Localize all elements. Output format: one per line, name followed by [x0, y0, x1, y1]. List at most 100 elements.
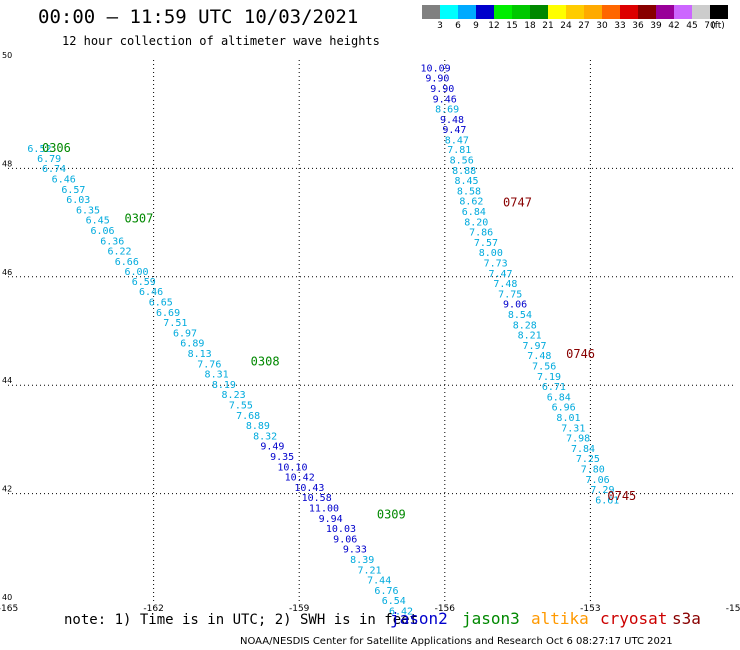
wave-height-point: 7.47	[488, 269, 512, 280]
satellite-name-s3a: s3a	[672, 609, 701, 628]
wave-height-point: 10.58	[302, 493, 332, 504]
wave-height-point: 6.74	[42, 164, 66, 175]
wave-height-point: 7.84	[571, 444, 595, 455]
wave-height-point: 6.35	[76, 205, 100, 216]
wave-height-point: 8.13	[188, 349, 212, 360]
wave-height-point: 6.52	[27, 144, 51, 155]
wave-height-point: 7.48	[493, 279, 517, 290]
legend-swatch	[566, 5, 584, 19]
wave-height-point: 8.21	[518, 331, 542, 342]
wave-height-point: 6.45	[86, 216, 110, 227]
wave-height-point: 9.48	[440, 115, 464, 126]
wave-height-point: 10.09	[421, 63, 451, 74]
legend-swatch	[602, 5, 620, 19]
legend-swatch	[584, 5, 602, 19]
wave-height-point: 8.28	[513, 320, 537, 331]
wave-height-point: 7.81	[447, 145, 471, 156]
wave-height-point: 6.06	[91, 226, 115, 237]
wave-height-point: 6.97	[173, 328, 197, 339]
pass-time-label: 0307	[124, 212, 153, 226]
wave-height-point: 8.20	[464, 217, 488, 228]
wave-height-point: 8.45	[455, 176, 479, 187]
y-tick-label: 48	[2, 159, 12, 168]
wave-height-point: 8.56	[450, 156, 474, 167]
wave-height-point: 9.90	[430, 84, 454, 95]
wave-height-point: 8.19	[212, 380, 236, 391]
pass-time-label: 0745	[607, 489, 636, 503]
x-tick-label: -156	[435, 604, 456, 614]
legend-level-label: 33	[614, 21, 626, 31]
legend-swatch	[512, 5, 530, 19]
legend-level-label: 6	[455, 21, 461, 31]
color-legend-labels: 3 6 9 12 15 18 21 24 27 30 33 36 39 42 45 70 (ft)	[422, 21, 740, 33]
wave-height-point: 6.54	[382, 596, 406, 607]
satellite-name-cryosat: cryosat	[600, 609, 668, 628]
pass-time-label: 0308	[251, 355, 280, 369]
y-tick-label: 42	[2, 485, 12, 494]
y-tick-label: 50	[2, 51, 12, 60]
wave-height-point: 7.51	[163, 318, 187, 329]
legend-swatch	[476, 5, 494, 19]
wave-height-point: 8.47	[445, 135, 469, 146]
legend-swatch	[530, 5, 548, 19]
legend-swatch	[620, 5, 638, 19]
wave-height-point: 8.01	[556, 413, 580, 424]
wave-height-point: 6.76	[374, 586, 398, 597]
wave-height-point: 7.97	[522, 341, 546, 352]
legend-level-label: 3	[437, 21, 443, 31]
wave-height-point: 7.06	[586, 475, 610, 486]
wave-height-point: 7.29	[590, 485, 614, 496]
wave-height-point: 8.00	[479, 248, 503, 259]
wave-height-point: 10.42	[285, 473, 315, 484]
wave-height-point: 7.73	[484, 259, 508, 270]
wave-height-point: 7.75	[498, 289, 522, 300]
chart-subtitle: 12 hour collection of altimeter wave hei…	[62, 34, 380, 48]
wave-height-point: 7.56	[532, 361, 556, 372]
legend-level-label: 70	[704, 21, 716, 31]
wave-height-point: 6.71	[542, 382, 566, 393]
wave-height-point: 7.86	[469, 228, 493, 239]
wave-height-point: 8.88	[452, 166, 476, 177]
wave-height-point: 9.49	[260, 442, 284, 453]
wave-height-point: 6.84	[462, 207, 486, 218]
legend-swatch	[458, 5, 476, 19]
legend-swatch	[494, 5, 512, 19]
wave-height-point: 6.96	[552, 403, 576, 414]
y-tick-label: 44	[2, 376, 12, 385]
wave-height-point: 7.76	[197, 359, 221, 370]
wave-height-point: 10.03	[326, 524, 356, 535]
wave-height-point: 6.59	[132, 277, 156, 288]
footer-credit: NOAA/NESDIS Center for Satellite Applica…	[240, 636, 673, 647]
wave-height-point: 8.62	[459, 197, 483, 208]
legend-swatch	[710, 5, 728, 19]
legend-level-label: 36	[632, 21, 644, 31]
wave-height-point: 10.43	[294, 483, 324, 494]
wave-height-point: 8.58	[457, 186, 481, 197]
wave-height-point: 9.33	[343, 545, 367, 556]
pass-time-label: 0306	[42, 141, 71, 155]
wave-height-point: 9.06	[503, 300, 527, 311]
legend-swatch	[656, 5, 674, 19]
wave-height-point: 6.46	[139, 287, 163, 298]
wave-height-point: 9.90	[425, 74, 449, 85]
wave-height-point: 8.32	[253, 431, 277, 442]
legend-unit-label: (ft)	[711, 21, 725, 31]
wave-height-point: 8.31	[205, 370, 229, 381]
wave-height-point: 7.98	[566, 434, 590, 445]
wave-height-point: 6.61	[595, 495, 619, 506]
wave-height-point: 7.25	[576, 454, 600, 465]
wave-height-point: 7.48	[527, 351, 551, 362]
wave-height-point: 6.22	[107, 247, 131, 258]
wave-height-point: 7.57	[474, 238, 498, 249]
legend-level-label: 15	[506, 21, 518, 31]
wave-height-point: 7.19	[537, 372, 561, 383]
wave-height-point: 7.31	[561, 423, 585, 434]
footer-note: note: 1) Time is in UTC; 2) SWH is in fe…	[64, 612, 419, 628]
wave-height-point: 6.42	[389, 606, 413, 617]
x-tick-label: -150	[726, 604, 740, 614]
color-legend-bar	[422, 5, 728, 19]
legend-swatch	[692, 5, 710, 19]
legend-level-label: 9	[473, 21, 479, 31]
wave-height-point: 8.69	[435, 105, 459, 116]
